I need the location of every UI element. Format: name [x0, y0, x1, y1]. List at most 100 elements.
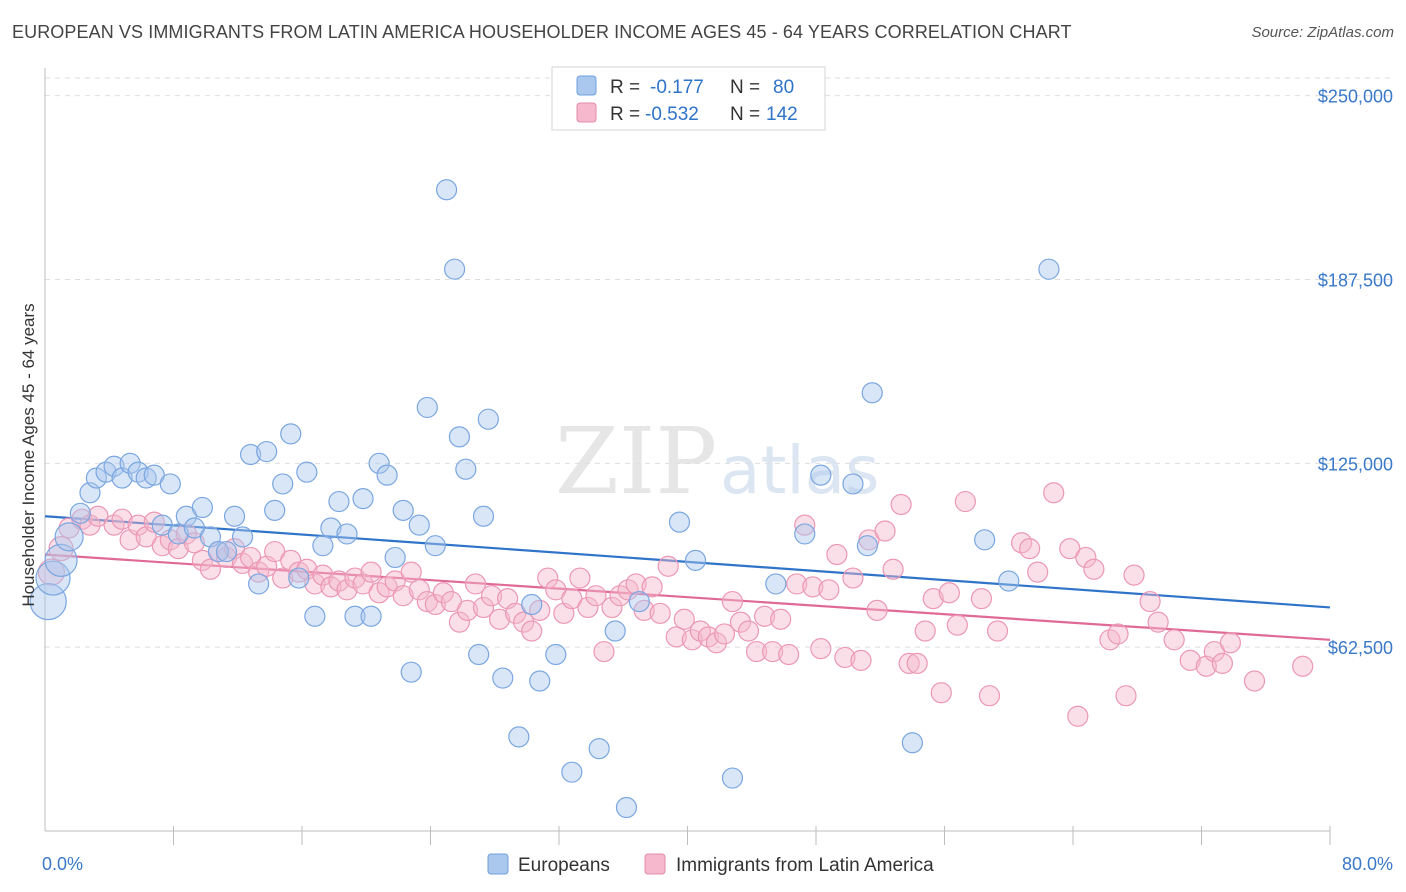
watermark-atlas: atlas [720, 432, 880, 509]
point-europeans-41 [368, 452, 390, 474]
point-europeans-35 [320, 517, 342, 539]
point-europeans-64 [615, 796, 638, 819]
point-latin-america-123 [1083, 558, 1105, 580]
legend-n-label-2: N = [730, 104, 760, 125]
point-latin-america-34 [328, 570, 350, 592]
point-latin-america-73 [641, 576, 663, 598]
point-europeans-63 [604, 620, 626, 642]
source-label: Source: ZipAtlas.com [1251, 24, 1394, 41]
point-latin-america-136 [1243, 670, 1266, 692]
point-europeans-17 [175, 505, 197, 527]
trend-line-europeans [44, 515, 1331, 609]
y-tick-label-0: $62,500 [1328, 638, 1393, 658]
point-europeans-27 [256, 440, 278, 463]
point-europeans-72 [842, 473, 864, 495]
point-latin-america-101 [866, 599, 888, 621]
point-latin-america-118 [1027, 561, 1049, 583]
point-europeans-14 [151, 514, 173, 536]
point-europeans-76 [974, 529, 996, 551]
point-latin-america-68 [601, 596, 623, 619]
y-tick-label-2: $187,500 [1318, 270, 1393, 290]
trend-lines [44, 515, 1331, 641]
point-europeans-73 [856, 535, 879, 557]
point-latin-america-109 [930, 682, 952, 704]
point-europeans-74 [861, 382, 883, 404]
point-latin-america-84 [729, 611, 752, 633]
point-latin-america-92 [794, 514, 816, 536]
point-europeans-22 [215, 540, 238, 563]
legend-swatch-europeans [576, 75, 597, 96]
point-europeans-23 [223, 505, 246, 527]
point-europeans-61 [561, 761, 583, 783]
y-axis-label: Householder Income Ages 45 - 64 years [19, 303, 38, 606]
point-europeans-30 [280, 423, 302, 445]
point-latin-america-75 [657, 555, 679, 577]
point-latin-america-91 [786, 573, 808, 595]
x-tick-label-1: 80.0% [1342, 854, 1393, 874]
point-latin-america-46 [424, 593, 446, 616]
point-latin-america-65 [577, 596, 599, 619]
point-europeans-50 [443, 258, 466, 280]
point-europeans-37 [336, 523, 358, 545]
point-europeans-69 [765, 573, 787, 595]
point-europeans-45 [400, 661, 422, 683]
point-latin-america-104 [890, 493, 912, 516]
point-latin-america-95 [818, 579, 840, 601]
point-latin-america-113 [970, 588, 993, 610]
series-legend-europeans: Europeans [518, 855, 610, 876]
point-europeans-12 [135, 467, 157, 489]
watermark: ZIP atlas [555, 408, 880, 515]
point-europeans-52 [455, 458, 477, 480]
correlation-legend: R = -0.177 N = 80 R = -0.532 N = 142 [551, 66, 826, 131]
point-latin-america-66 [585, 585, 607, 607]
point-latin-america-7 [111, 508, 133, 530]
point-europeans-8 [103, 455, 125, 477]
point-latin-america-106 [906, 652, 928, 674]
y-tick-label-1: $125,000 [1318, 454, 1393, 474]
point-latin-america-76 [665, 626, 687, 648]
point-europeans-42 [376, 464, 398, 486]
axes [44, 68, 1331, 845]
point-latin-america-44 [408, 579, 430, 601]
point-latin-america-87 [753, 605, 776, 627]
point-europeans-0 [29, 582, 67, 621]
point-latin-america-90 [778, 643, 800, 666]
point-europeans-68 [721, 767, 744, 789]
point-latin-america-102 [874, 520, 896, 542]
point-latin-america-27 [272, 567, 294, 589]
point-latin-america-127 [1123, 564, 1145, 586]
legend-r-label-2: R = [610, 104, 640, 125]
point-latin-america-83 [721, 590, 744, 613]
point-latin-america-130 [1163, 629, 1185, 651]
point-europeans-60 [545, 643, 567, 666]
point-latin-america-135 [1219, 632, 1242, 654]
point-europeans-36 [328, 490, 350, 513]
point-latin-america-137 [1292, 655, 1314, 677]
point-europeans-57 [508, 726, 530, 748]
point-europeans-78 [1038, 258, 1060, 280]
point-latin-america-78 [681, 629, 703, 651]
point-latin-america-103 [882, 558, 904, 580]
point-latin-america-126 [1115, 685, 1137, 707]
point-latin-america-108 [922, 588, 944, 610]
point-latin-america-71 [625, 573, 647, 595]
point-latin-america-31 [304, 573, 326, 595]
point-europeans-54 [472, 505, 495, 527]
point-latin-america-32 [312, 564, 334, 586]
point-latin-america-52 [472, 596, 495, 619]
point-latin-america-29 [288, 561, 310, 583]
point-latin-america-81 [705, 632, 728, 654]
point-europeans-21 [207, 540, 230, 563]
series-legend: Europeans Immigrants from Latin America [487, 853, 934, 876]
point-latin-america-53 [480, 585, 503, 607]
point-latin-america-110 [938, 582, 960, 604]
point-latin-america-88 [762, 640, 784, 663]
point-latin-america-125 [1107, 623, 1129, 645]
series-legend-swatch-europeans [487, 853, 509, 875]
point-europeans-55 [477, 408, 499, 430]
point-latin-america-0 [37, 558, 66, 586]
point-latin-america-64 [569, 567, 591, 589]
point-latin-america-112 [954, 490, 976, 513]
point-europeans-10 [119, 452, 141, 474]
